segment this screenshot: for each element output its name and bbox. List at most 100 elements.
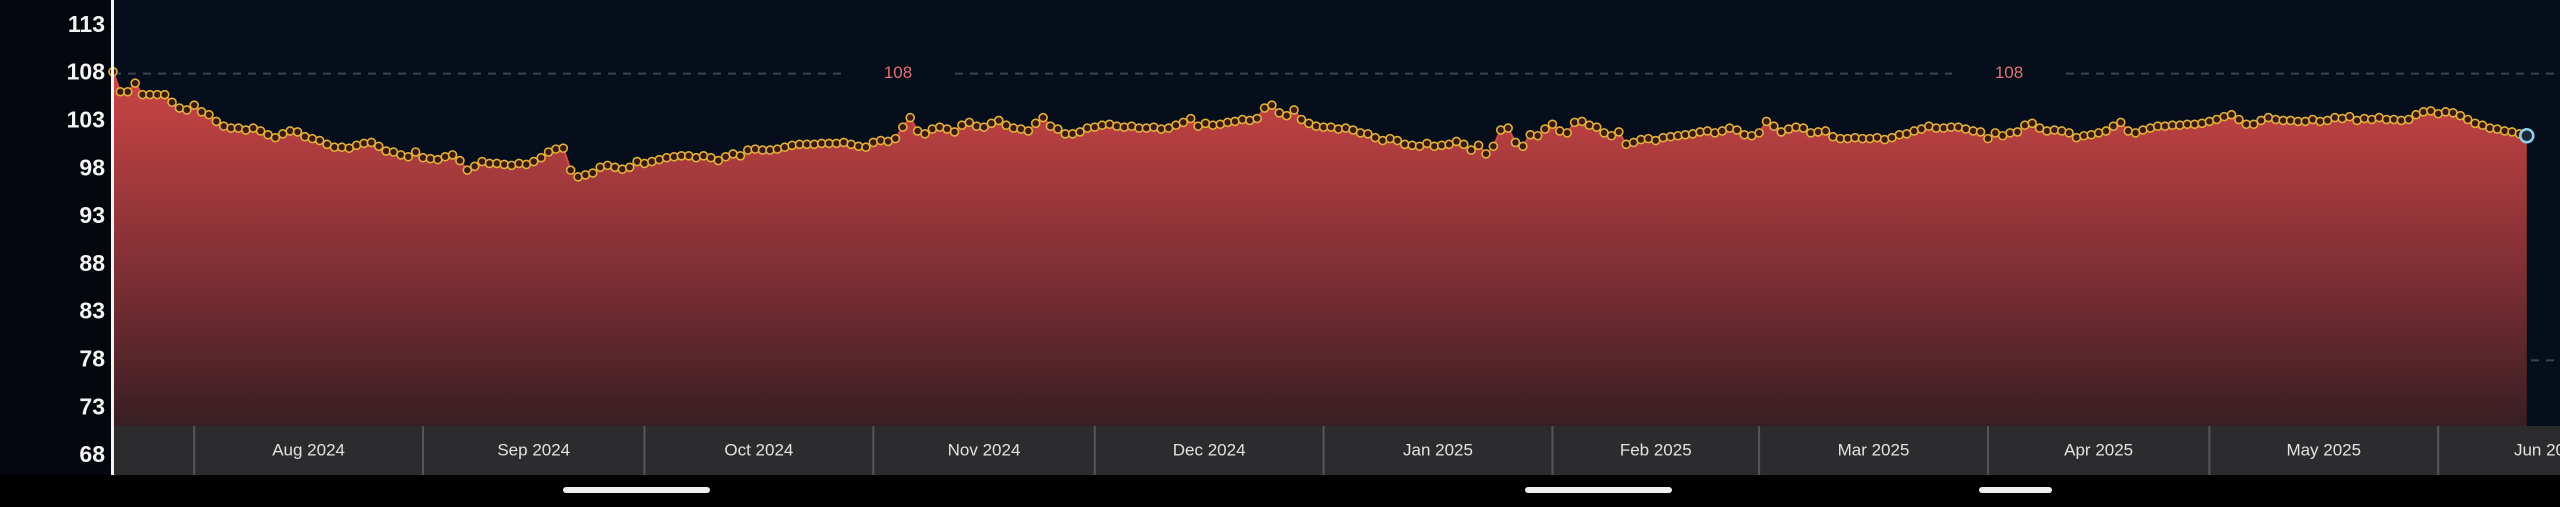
point xyxy=(1975,127,1986,137)
y-tick-label: 68 xyxy=(79,441,105,467)
point xyxy=(624,162,635,173)
point xyxy=(373,141,384,152)
point xyxy=(993,115,1004,126)
point xyxy=(366,137,377,148)
point xyxy=(1532,130,1543,141)
point xyxy=(558,143,569,153)
point xyxy=(122,86,133,97)
point xyxy=(447,150,458,160)
point xyxy=(255,126,266,136)
point xyxy=(2226,109,2237,120)
point xyxy=(964,117,975,128)
x-tick-label: Sep 2024 xyxy=(497,440,570,459)
point xyxy=(1363,129,1373,139)
point xyxy=(1614,127,1624,137)
point xyxy=(2064,128,2074,138)
point xyxy=(211,116,222,127)
point xyxy=(1562,128,1572,138)
point xyxy=(1540,124,1550,134)
x-tick-label: Dec 2024 xyxy=(1173,440,1246,459)
nav-bar xyxy=(0,475,2560,507)
y-tick-label: 78 xyxy=(79,345,105,371)
point xyxy=(979,122,989,132)
y-tick-label: 103 xyxy=(67,106,105,132)
y-tick-label: 108 xyxy=(67,59,106,85)
point xyxy=(410,147,421,157)
selected-point xyxy=(2519,127,2535,144)
point xyxy=(1296,114,1307,125)
point xyxy=(455,155,465,166)
point xyxy=(1518,141,1528,152)
reference-label: 108 xyxy=(1995,63,2023,82)
point xyxy=(1754,128,1764,138)
x-tick-label: Jan 2025 xyxy=(1403,440,1473,459)
point xyxy=(1983,133,1993,144)
x-tick-label: Feb 2025 xyxy=(1620,440,1692,459)
point xyxy=(2108,121,2119,131)
x-tick-label: Nov 2024 xyxy=(948,440,1021,459)
x-tick-label: Oct 2024 xyxy=(724,440,793,459)
point xyxy=(2248,119,2259,130)
point xyxy=(2462,114,2473,125)
point xyxy=(1466,145,1477,155)
point xyxy=(292,127,303,137)
point xyxy=(1267,100,1277,110)
point xyxy=(403,151,414,162)
point xyxy=(2101,126,2111,136)
y-tick-label: 113 xyxy=(68,11,105,37)
point xyxy=(1252,113,1262,124)
point xyxy=(1503,123,1513,133)
y-tick-label: 88 xyxy=(79,250,105,276)
point xyxy=(2115,117,2126,128)
point xyxy=(1053,124,1063,134)
point xyxy=(1591,122,1602,132)
point xyxy=(1459,139,1469,150)
point xyxy=(130,78,140,88)
scroll-indicator[interactable] xyxy=(1979,487,2052,493)
point xyxy=(1038,112,1048,123)
point xyxy=(469,161,480,172)
point xyxy=(898,122,908,132)
point xyxy=(890,133,901,144)
point xyxy=(314,135,325,146)
point xyxy=(1761,116,1772,127)
point xyxy=(2234,114,2244,125)
point xyxy=(713,155,724,166)
point xyxy=(735,151,746,161)
point xyxy=(1577,116,1587,127)
point xyxy=(1185,113,1196,124)
cursor-line xyxy=(111,0,114,475)
point xyxy=(565,165,576,175)
point xyxy=(1281,110,1292,121)
point xyxy=(1820,126,1831,136)
point xyxy=(1481,149,1491,159)
y-tick-label: 98 xyxy=(79,154,105,180)
point xyxy=(861,142,871,153)
point xyxy=(920,129,930,139)
point xyxy=(1289,105,1299,115)
point xyxy=(949,127,960,137)
point xyxy=(270,132,281,143)
point xyxy=(1488,141,1499,152)
point xyxy=(588,168,598,178)
point xyxy=(1732,125,1742,135)
point xyxy=(905,112,916,123)
reference-label: 108 xyxy=(884,63,912,82)
point xyxy=(1547,119,1558,130)
x-tick-label: Mar 2025 xyxy=(1838,440,1910,459)
point xyxy=(1392,135,1403,146)
scroll-indicator[interactable] xyxy=(1525,487,1672,493)
point xyxy=(1798,123,1809,133)
y-axis: 68 73 78 83 88 93 98 103 108 113 xyxy=(67,11,106,467)
point xyxy=(1030,118,1041,129)
point xyxy=(536,152,546,163)
x-axis-band xyxy=(113,426,2560,475)
point xyxy=(1473,140,1484,151)
point xyxy=(182,105,192,115)
point xyxy=(528,156,539,167)
point xyxy=(1606,130,1617,141)
point xyxy=(2403,114,2414,125)
scroll-indicator[interactable] xyxy=(563,487,710,493)
point xyxy=(2455,110,2466,121)
